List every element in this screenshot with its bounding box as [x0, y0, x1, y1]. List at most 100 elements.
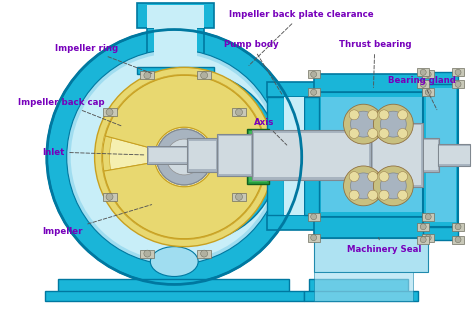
Bar — [102, 193, 117, 201]
Text: Axis: Axis — [254, 118, 287, 145]
Circle shape — [379, 110, 389, 120]
Circle shape — [425, 71, 431, 77]
Circle shape — [374, 104, 413, 144]
Circle shape — [349, 110, 359, 120]
Polygon shape — [104, 162, 263, 239]
Circle shape — [455, 224, 461, 230]
Circle shape — [119, 82, 269, 232]
Polygon shape — [304, 291, 418, 301]
Text: Inlet: Inlet — [42, 148, 145, 157]
Bar — [374, 125, 421, 185]
Circle shape — [455, 81, 461, 87]
Polygon shape — [105, 76, 264, 152]
Text: Bearing gland: Bearing gland — [388, 76, 456, 110]
Polygon shape — [137, 3, 214, 27]
Circle shape — [201, 250, 208, 257]
Polygon shape — [309, 280, 408, 293]
Polygon shape — [58, 280, 289, 293]
Circle shape — [368, 172, 378, 182]
Bar — [149, 148, 187, 162]
Circle shape — [71, 53, 278, 261]
Bar — [422, 234, 434, 241]
Bar — [423, 138, 439, 172]
Bar — [417, 80, 429, 88]
Bar — [217, 134, 252, 176]
Bar — [189, 141, 216, 169]
Polygon shape — [314, 217, 428, 238]
Bar — [308, 71, 319, 78]
Polygon shape — [423, 227, 458, 240]
Polygon shape — [426, 88, 456, 222]
Circle shape — [166, 139, 202, 175]
Circle shape — [379, 190, 389, 200]
Circle shape — [425, 214, 431, 220]
Polygon shape — [267, 97, 284, 215]
Circle shape — [380, 111, 406, 137]
Ellipse shape — [150, 246, 198, 276]
Bar — [232, 193, 246, 201]
Polygon shape — [105, 76, 264, 152]
Circle shape — [420, 69, 426, 75]
Circle shape — [420, 224, 426, 230]
Polygon shape — [267, 215, 319, 230]
Bar — [438, 144, 470, 166]
Circle shape — [368, 190, 378, 200]
Circle shape — [398, 110, 408, 120]
Circle shape — [201, 72, 208, 79]
Circle shape — [420, 237, 426, 243]
Polygon shape — [147, 5, 204, 27]
Circle shape — [236, 109, 243, 116]
Bar — [422, 88, 434, 96]
Bar — [424, 140, 438, 170]
Bar — [147, 146, 187, 164]
Bar — [417, 223, 429, 231]
Bar — [308, 88, 319, 96]
Circle shape — [102, 75, 266, 239]
Polygon shape — [314, 238, 428, 271]
Bar — [197, 250, 211, 258]
Polygon shape — [104, 162, 263, 239]
Bar — [197, 71, 211, 79]
Circle shape — [349, 190, 359, 200]
Bar — [422, 71, 434, 78]
Circle shape — [106, 109, 113, 116]
Bar — [439, 146, 470, 164]
Polygon shape — [314, 271, 413, 301]
Circle shape — [425, 235, 431, 241]
Circle shape — [350, 173, 376, 199]
Bar — [372, 123, 423, 187]
Polygon shape — [155, 27, 197, 71]
Bar — [187, 138, 217, 172]
Circle shape — [379, 172, 389, 182]
Bar — [452, 80, 464, 88]
Circle shape — [455, 69, 461, 75]
Polygon shape — [137, 67, 214, 74]
Bar — [102, 108, 117, 116]
Polygon shape — [284, 97, 304, 215]
Circle shape — [455, 237, 461, 243]
Polygon shape — [423, 72, 458, 84]
Circle shape — [310, 214, 317, 220]
Circle shape — [95, 67, 274, 246]
Circle shape — [344, 104, 383, 144]
Bar — [254, 133, 369, 177]
Bar — [249, 131, 267, 182]
Circle shape — [398, 190, 408, 200]
Circle shape — [379, 129, 389, 139]
Text: Impeller back cap: Impeller back cap — [18, 98, 122, 126]
Bar — [219, 136, 251, 174]
Circle shape — [368, 110, 378, 120]
Circle shape — [380, 173, 406, 199]
Bar — [452, 223, 464, 231]
Circle shape — [349, 172, 359, 182]
Polygon shape — [267, 82, 319, 97]
Bar — [247, 129, 269, 184]
Text: Machinery Seal: Machinery Seal — [346, 238, 421, 254]
Circle shape — [374, 166, 413, 206]
Bar — [417, 68, 429, 76]
Circle shape — [156, 129, 212, 185]
Text: Thrust bearing: Thrust bearing — [338, 40, 411, 87]
Bar — [140, 71, 155, 79]
Polygon shape — [314, 92, 428, 217]
Polygon shape — [320, 97, 426, 212]
